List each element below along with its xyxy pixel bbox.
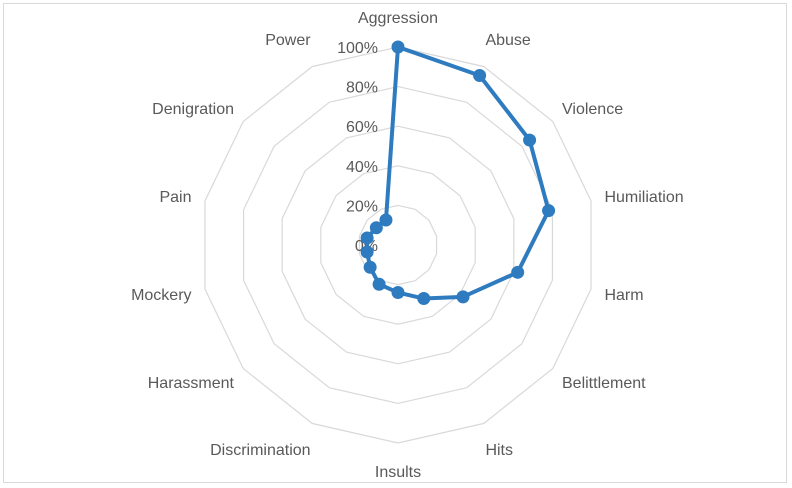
- radar-grid: [204, 46, 592, 444]
- data-point-denigration: [369, 221, 383, 235]
- category-label-abuse: Abuse: [485, 32, 530, 49]
- grid-ring-4: [204, 46, 592, 444]
- radial-tick-labels: 0%20%40%60%80%100%: [337, 40, 378, 255]
- category-label-harm: Harm: [604, 287, 643, 304]
- spoke-3: [398, 201, 591, 245]
- category-label-discrimination: Discrimination: [210, 442, 310, 459]
- tick-label-2: 40%: [346, 159, 378, 176]
- tick-label-5: 100%: [337, 40, 378, 57]
- data-point-aggression: [391, 40, 405, 54]
- category-label-denigration: Denigration: [152, 101, 234, 118]
- tick-label-4: 80%: [346, 80, 378, 97]
- series-layer: [360, 40, 556, 306]
- tick-label-3: 60%: [346, 119, 378, 136]
- grid-ring-2: [281, 125, 515, 365]
- category-label-mockery: Mockery: [131, 287, 191, 304]
- data-point-hits: [417, 292, 431, 306]
- category-label-power: Power: [265, 32, 311, 49]
- category-label-hits: Hits: [485, 442, 513, 459]
- data-point-pain: [360, 231, 374, 245]
- data-point-humiliation: [542, 204, 556, 218]
- data-point-harm: [511, 265, 525, 279]
- grid-ring-3: [242, 85, 554, 405]
- grid-ring-0: [358, 204, 438, 286]
- tick-label-1: 20%: [346, 198, 378, 215]
- category-label-pain: Pain: [159, 189, 191, 206]
- data-point-power: [379, 213, 393, 227]
- grid-ring-1: [320, 165, 476, 325]
- data-point-violence: [523, 133, 537, 147]
- category-label-aggression: Aggression: [358, 10, 438, 27]
- category-label-humiliation: Humiliation: [604, 189, 683, 206]
- data-point-belittlement: [456, 290, 470, 304]
- data-point-insults: [391, 286, 405, 300]
- data-point-abuse: [473, 69, 487, 83]
- category-label-violence: Violence: [562, 101, 623, 118]
- category-label-insults: Insults: [375, 464, 421, 481]
- category-labels: Aggression Abuse Violence Humiliation Harm Be…: [131, 10, 684, 481]
- data-point-mockery: [360, 245, 374, 259]
- data-point-harassment: [363, 260, 377, 274]
- category-label-harassment: Harassment: [148, 375, 235, 392]
- series-line-0: [365, 45, 551, 301]
- category-label-belittlement: Belittlement: [562, 375, 646, 392]
- data-point-discrimination: [372, 277, 386, 291]
